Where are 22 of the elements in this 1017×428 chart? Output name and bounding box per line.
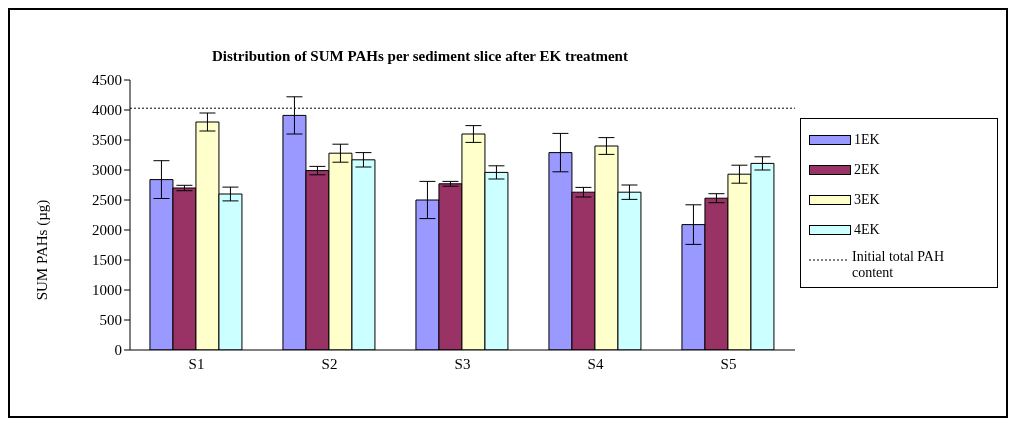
y-tick-label: 2500 bbox=[92, 192, 122, 209]
x-tick-label: S1 bbox=[188, 355, 205, 372]
x-tick-label: S3 bbox=[454, 355, 471, 372]
y-tick-label: 1500 bbox=[92, 252, 122, 269]
y-tick-label: 4000 bbox=[92, 102, 122, 119]
chart-title: Distribution of SUM PAHs per sediment slice after EK treatment bbox=[211, 48, 629, 65]
x-tick-label: S4 bbox=[587, 355, 604, 372]
y-tick-label: 500 bbox=[99, 312, 122, 329]
y-tick-label: 2000 bbox=[92, 222, 122, 239]
y-tick-label: 4500 bbox=[92, 72, 122, 89]
legend-label: Initial total PAH content bbox=[852, 249, 946, 281]
y-tick-label: 1000 bbox=[92, 282, 122, 299]
y-tick-label: 3000 bbox=[92, 162, 122, 179]
y-tick-label: 3500 bbox=[92, 132, 122, 149]
legend-label: 1EK bbox=[854, 132, 880, 148]
x-tick-label: S5 bbox=[720, 355, 737, 372]
y-tick-label: 0 bbox=[114, 342, 122, 359]
legend-label: 4EK bbox=[854, 222, 880, 238]
y-axis-title: SUM PAHs (µg) bbox=[33, 199, 51, 301]
legend-label: 2EK bbox=[854, 162, 880, 178]
legend-label: 3EK bbox=[854, 192, 880, 208]
x-tick-label: S2 bbox=[321, 355, 338, 372]
